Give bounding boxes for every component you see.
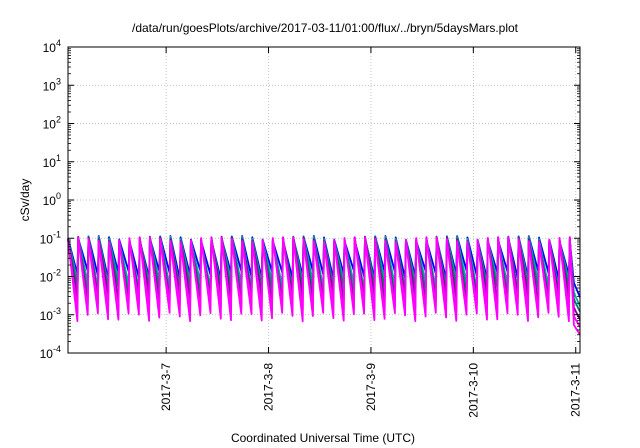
- chart-title: /data/run/goesPlots/archive/2017-03-11/0…: [132, 21, 519, 35]
- y-axis-label: cSv/day: [18, 179, 32, 222]
- x-tick-label: 2017-3-10: [466, 363, 480, 418]
- y-tick-label: 104: [43, 38, 61, 55]
- y-tick-label: 10-2: [40, 268, 61, 285]
- y-tick-label: 101: [43, 153, 61, 170]
- series-layer: [67, 235, 581, 336]
- x-axis: 2017-3-7 2017-3-8 2017-3-9 2017-3-10 2017-3-…: [159, 47, 583, 418]
- x-tick-label: 2017-3-7: [159, 363, 173, 411]
- y-tick-label: 102: [43, 115, 61, 132]
- y-tick-label: 10-3: [40, 306, 61, 323]
- x-tick-label: 2017-3-9: [364, 363, 378, 411]
- x-tick-label: 2017-3-11: [569, 363, 583, 417]
- y-tick-label: 100: [43, 191, 61, 208]
- y-tick-label: 10-4: [40, 344, 61, 361]
- x-axis-label: Coordinated Universal Time (UTC): [231, 431, 415, 445]
- x-tick-label: 2017-3-8: [262, 363, 276, 411]
- series-line-6: [67, 236, 581, 336]
- y-axis: 10-4 10-3 10-2 10-1 100 101 102 103 104: [40, 38, 580, 361]
- y-tick-label: 103: [43, 76, 61, 93]
- y-tick-label: 10-1: [40, 229, 61, 246]
